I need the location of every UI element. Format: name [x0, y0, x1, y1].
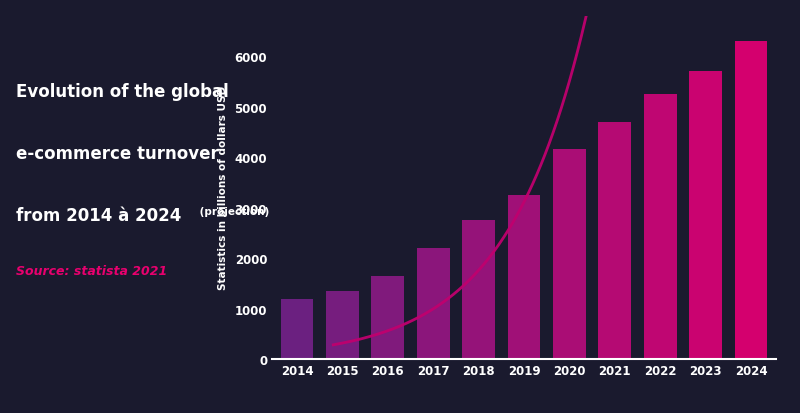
Text: (projection): (projection) [196, 206, 270, 216]
Text: Evolution of the global: Evolution of the global [16, 83, 229, 100]
Bar [417, 248, 450, 359]
Bar [644, 95, 677, 359]
Bar [553, 150, 586, 359]
Text: Source: statista 2021: Source: statista 2021 [16, 264, 167, 277]
Y-axis label: Statistics in billions of dollars USD: Statistics in billions of dollars USD [218, 86, 227, 290]
Bar [598, 122, 631, 359]
Text: from 2014 à 2024: from 2014 à 2024 [16, 206, 182, 224]
Bar [508, 195, 540, 359]
Bar [326, 291, 358, 359]
Bar [371, 276, 404, 359]
Bar [462, 221, 495, 359]
Text: e-commerce turnover: e-commerce turnover [16, 145, 218, 162]
Bar [690, 72, 722, 359]
Bar [734, 42, 767, 359]
Bar [281, 299, 314, 359]
